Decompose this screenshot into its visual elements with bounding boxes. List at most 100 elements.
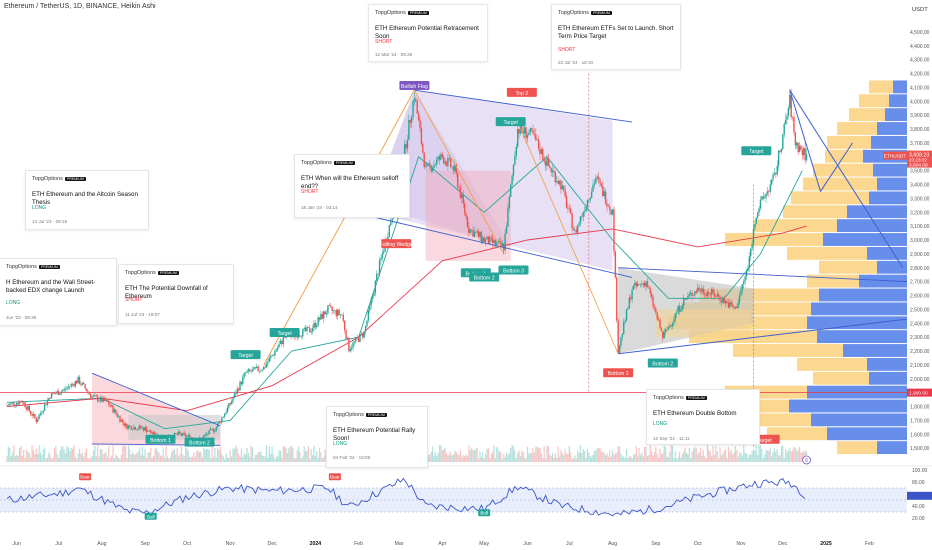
time-tick: Mar xyxy=(395,541,404,547)
volume-bar xyxy=(565,453,568,462)
volume-bar xyxy=(278,450,280,462)
price-tick: 4,000.00 xyxy=(910,99,930,105)
volume-bar xyxy=(602,452,604,462)
candle-body xyxy=(680,309,682,312)
candle-body xyxy=(253,367,255,370)
target-zone xyxy=(655,309,751,338)
volume-bar xyxy=(196,450,198,462)
candle-body xyxy=(212,428,215,432)
candle-body xyxy=(261,369,264,371)
candle-body xyxy=(730,302,732,305)
premium-badge: PREMIUM xyxy=(407,11,429,15)
candle-body xyxy=(69,386,71,387)
event-marker[interactable] xyxy=(802,455,811,465)
candle-body xyxy=(772,174,774,180)
volume-bar xyxy=(63,449,65,462)
volume-bar xyxy=(671,445,674,462)
volume-bar xyxy=(489,458,491,462)
candle-body xyxy=(338,309,340,315)
volume-bar xyxy=(779,455,781,462)
volume-bar xyxy=(494,458,496,462)
candle-body xyxy=(434,164,437,166)
volume-bar xyxy=(67,447,69,462)
volume-bar xyxy=(501,458,503,462)
volume-bar xyxy=(292,448,294,462)
volume-bar xyxy=(39,452,42,462)
volume-bar xyxy=(99,449,102,462)
candle-body xyxy=(602,186,604,197)
candle-body xyxy=(131,429,134,431)
volume-bar xyxy=(613,454,615,462)
candle-body xyxy=(581,216,583,218)
volume-bar xyxy=(497,448,499,462)
volume-bar xyxy=(695,447,697,462)
candle-body xyxy=(456,173,459,187)
idea-card-4[interactable]: TopgOptions PREMIUM ETH Ethereum and the … xyxy=(25,170,149,230)
volume-bar xyxy=(768,450,770,462)
candle-body xyxy=(777,150,780,166)
candle-body xyxy=(447,157,449,166)
idea-card-7[interactable]: TopgOptions PREMIUM ETH Ethereum Potentia… xyxy=(326,406,428,468)
volume-bar xyxy=(666,456,668,462)
volume-bar xyxy=(244,454,247,462)
candle-body xyxy=(776,165,778,175)
volume-bar xyxy=(469,450,471,462)
idea-card-1[interactable]: TopgOptions PREMIUM ETH Ethereum Potentia… xyxy=(368,4,488,62)
candle-body xyxy=(138,425,141,429)
candle-body xyxy=(317,317,319,326)
candle-body xyxy=(140,425,142,429)
candle-body xyxy=(141,427,144,429)
candle-body xyxy=(391,218,393,223)
volume-bar xyxy=(189,457,191,462)
candle-body xyxy=(451,166,453,168)
price-tick: 2,100.00 xyxy=(910,363,930,369)
volume-bar xyxy=(465,454,467,462)
brand-name: TopgOptions xyxy=(333,412,364,418)
volume-bar xyxy=(320,452,322,462)
volume-bar xyxy=(243,453,245,462)
idea-card-2[interactable]: TopgOptions PREMIUM ETH Ethereum ETFs Set… xyxy=(551,4,681,70)
candle-body xyxy=(775,173,777,175)
volume-bar xyxy=(445,453,448,462)
volume-bar xyxy=(572,458,575,462)
idea-card-6[interactable]: TopgOptions PREMIUM ETH The Potential Dow… xyxy=(118,264,234,324)
volume-bar xyxy=(554,453,556,462)
volume-bar xyxy=(147,452,149,462)
volume-bar xyxy=(464,456,466,462)
candle-body xyxy=(690,292,692,295)
projection-line-1 xyxy=(789,90,821,192)
candle-body xyxy=(244,372,247,374)
volume-bar xyxy=(191,456,194,462)
volume-bar xyxy=(265,445,268,462)
candle-body xyxy=(134,426,137,430)
candle-body xyxy=(270,356,272,358)
volume-bar xyxy=(582,449,584,462)
volume-bar xyxy=(551,453,554,462)
candle-body xyxy=(120,419,123,422)
volume-bar xyxy=(448,453,450,462)
volume-bar xyxy=(261,455,263,462)
idea-card-3[interactable]: TopgOptions PREMIUM ETH When will the Eth… xyxy=(294,154,410,218)
price-tick: 1,800.00 xyxy=(910,405,930,411)
candle-body xyxy=(539,148,541,155)
idea-card-8[interactable]: TopgOptions PREMIUM ETH Ethereum Double B… xyxy=(646,389,760,445)
volume-bar xyxy=(507,454,509,462)
volume-bar xyxy=(60,446,62,462)
candle-body xyxy=(70,383,72,387)
candle-body xyxy=(504,233,506,251)
candle-body xyxy=(462,194,464,204)
volume-bar xyxy=(684,447,686,462)
profile-bar-up xyxy=(767,427,827,441)
candle-body xyxy=(639,284,642,285)
volume-bar xyxy=(525,458,527,462)
candle-body xyxy=(108,401,110,405)
candle-body xyxy=(377,273,379,275)
volume-bar xyxy=(436,455,438,462)
candle-body xyxy=(7,405,10,406)
price-tick: 2,400.00 xyxy=(910,321,930,327)
volume-bar xyxy=(528,453,530,462)
candle-body xyxy=(56,391,58,394)
volume-bar xyxy=(593,451,596,462)
idea-card-5[interactable]: TopgOptions PREMIUM H Ethereum and the Wa… xyxy=(0,258,117,326)
